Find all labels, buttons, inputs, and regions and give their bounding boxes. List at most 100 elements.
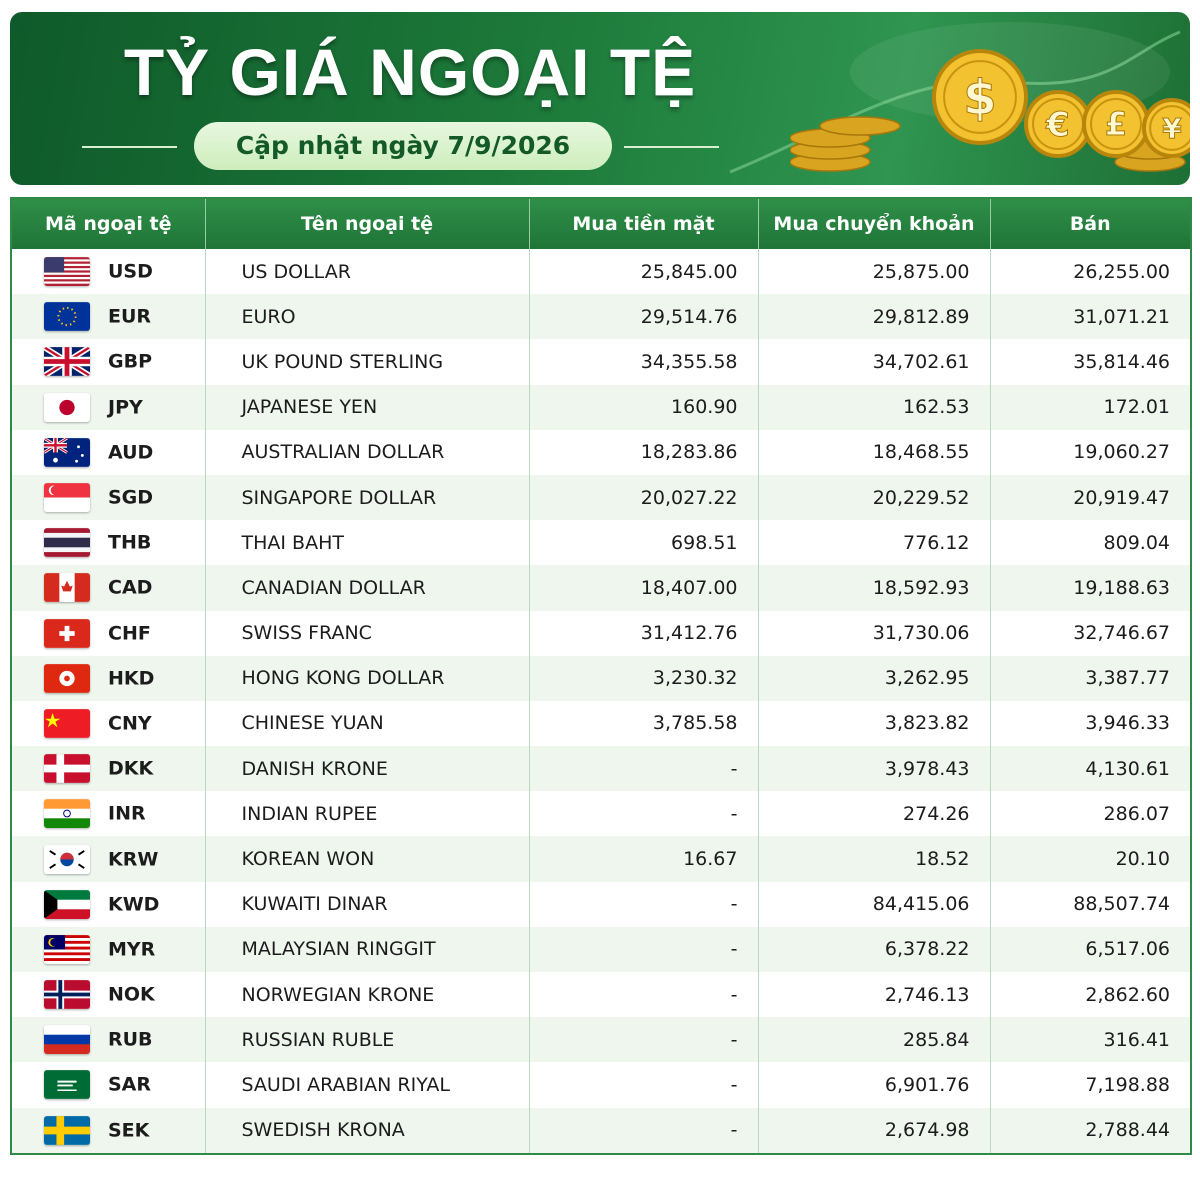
currency-code-cell: CAD [11, 565, 206, 611]
coin-inner [1090, 98, 1142, 150]
currency-name: RUSSIAN RUBLE [205, 1017, 530, 1063]
currency-code: MYR [108, 938, 156, 961]
currency-code: INR [108, 802, 146, 825]
currency-name: KUWAITI DINAR [205, 881, 530, 927]
currency-code-cell: THB [11, 520, 206, 566]
transfer-buy-rate: 6,901.76 [758, 1062, 991, 1108]
cash-buy-rate: 16.67 [529, 836, 759, 882]
cash-buy-rate: - [529, 1062, 759, 1108]
currency-code: GBP [108, 350, 153, 373]
currency-name: INDIAN RUPEE [205, 791, 530, 837]
sell-rate: 2,788.44 [990, 1107, 1192, 1154]
currency-code: KWD [108, 893, 160, 916]
currency-code-cell: NOK [11, 972, 206, 1018]
table-row: CAD CANADIAN DOLLAR 18,407.00 18,592.93 19,1… [11, 565, 1192, 611]
transfer-buy-rate: 18.52 [758, 836, 991, 882]
currency-code-cell: CHF [11, 610, 206, 656]
table-row: RUB RUSSIAN RUBLE -285.84 316.41 [11, 1017, 1192, 1063]
table-row: THB THAI BAHT 698.51 776.12 809.04 [11, 520, 1192, 566]
currency-code: THB [108, 531, 152, 554]
table-row: KWD KUWAITI DINAR -84,415.06 88,507.74 [11, 881, 1192, 927]
flag-icon [44, 980, 90, 1009]
sell-rate: 809.04 [990, 520, 1192, 566]
currency-code-cell: GBP [11, 339, 206, 385]
currency-name: SAUDI ARABIAN RIYAL [205, 1062, 530, 1108]
flag-icon [44, 528, 90, 558]
currency-name: THAI BAHT [205, 520, 530, 566]
cash-buy-rate: 3,230.32 [529, 655, 759, 701]
cash-buy-rate: - [529, 1017, 759, 1063]
transfer-buy-rate: 31,730.06 [758, 610, 991, 656]
column-header: Mã ngoại tệ [11, 198, 206, 249]
sell-rate: 286.07 [990, 791, 1192, 837]
cash-buy-rate: 698.51 [529, 520, 759, 566]
flag-icon [44, 257, 90, 287]
currency-name: SWEDISH KRONA [205, 1107, 530, 1154]
currency-code-cell: KWD [11, 881, 206, 927]
coin-inner [943, 60, 1017, 134]
currency-code-cell: AUD [11, 429, 206, 475]
cash-buy-rate: 20,027.22 [529, 474, 759, 521]
transfer-buy-rate: 6,378.22 [758, 926, 991, 972]
flag-icon [42, 345, 92, 379]
column-header: Mua chuyển khoản [758, 198, 991, 249]
table-row: HKD HONG KONG DOLLAR 3,230.32 3,262.95 3,387… [11, 655, 1192, 701]
flag-icon [44, 663, 90, 693]
banner: TỶ GIÁ NGOẠI TỆ Cập nhật ngày 7/9/2026 $… [10, 12, 1190, 185]
currency-name: KOREAN WON [205, 836, 530, 882]
cash-buy-rate: 18,407.00 [529, 565, 759, 611]
cash-buy-rate: 29,514.76 [529, 294, 759, 340]
sell-rate: 172.01 [990, 384, 1192, 430]
flag-icon [44, 1025, 90, 1055]
currency-name: DANISH KRONE [205, 746, 530, 792]
sell-rate: 35,814.46 [990, 339, 1192, 385]
currency-code: AUD [108, 441, 154, 464]
coin-symbol: $ [963, 70, 996, 126]
table-row: EUR EURO 29,514.76 29,812.89 31,071.21 [11, 294, 1192, 340]
currency-code: CAD [108, 576, 153, 599]
currency-code: JPY [108, 396, 143, 419]
currency-code-cell: EUR [11, 294, 206, 340]
cash-buy-rate: 34,355.58 [529, 339, 759, 385]
currency-name: NORWEGIAN KRONE [205, 972, 530, 1018]
sell-rate: 31,071.21 [990, 294, 1192, 340]
transfer-buy-rate: 2,746.13 [758, 972, 991, 1018]
transfer-buy-rate: 34,702.61 [758, 339, 991, 385]
currency-name: AUSTRALIAN DOLLAR [205, 429, 530, 475]
table-row: INR INDIAN RUPEE -274.26 286.07 [11, 791, 1192, 837]
currency-code: CNY [108, 712, 152, 735]
header-row: Mã ngoại tệ Tên ngoại tệ Mua tiền mặt Mua c… [11, 198, 1192, 249]
currency-code: KRW [108, 848, 159, 871]
column-header: Tên ngoại tệ [205, 198, 530, 249]
coin-symbol: ¥ [1162, 112, 1182, 145]
currency-code: USD [108, 260, 153, 283]
table-row: MYR MALAYSIAN RINGGIT -6,378.22 6,517.06 [11, 926, 1192, 972]
flag-icon [44, 302, 90, 332]
currency-name: EURO [205, 294, 530, 340]
currency-code-cell: RUB [11, 1017, 206, 1063]
table-row: SAR SAUDI ARABIAN RIYAL -6,901.76 7,198.88 [11, 1062, 1192, 1108]
currency-code: SEK [108, 1119, 150, 1142]
currency-code-cell: SGD [11, 474, 206, 521]
table-row: GBP UK POUND STERLING 34,355.58 34,702.61 35… [11, 339, 1192, 385]
flag-icon [44, 1115, 90, 1145]
sell-rate: 4,130.61 [990, 746, 1192, 792]
title: TỶ GIÁ NGOẠI TỆ [123, 35, 697, 109]
transfer-buy-rate: 3,262.95 [758, 655, 991, 701]
transfer-buy-rate: 285.84 [758, 1017, 991, 1063]
flag-icon [44, 799, 90, 829]
currency-name: CANADIAN DOLLAR [205, 565, 530, 611]
transfer-buy-rate: 2,674.98 [758, 1107, 991, 1154]
cash-buy-rate: 31,412.76 [529, 610, 759, 656]
coin [932, 49, 1028, 145]
currency-name: CHINESE YUAN [205, 700, 530, 747]
sell-rate: 88,507.74 [990, 881, 1192, 927]
transfer-buy-rate: 84,415.06 [758, 881, 991, 927]
table-row: AUD AUSTRALIAN DOLLAR 18,283.86 18,468.55 19… [11, 429, 1192, 475]
table-row: DKK DANISH KRONE -3,978.43 4,130.61 [11, 746, 1192, 792]
cash-buy-rate: - [529, 1107, 759, 1154]
flag-icon [44, 573, 91, 603]
transfer-buy-rate: 18,592.93 [758, 565, 991, 611]
currency-name: SWISS FRANC [205, 610, 530, 656]
sell-rate: 2,862.60 [990, 972, 1192, 1018]
